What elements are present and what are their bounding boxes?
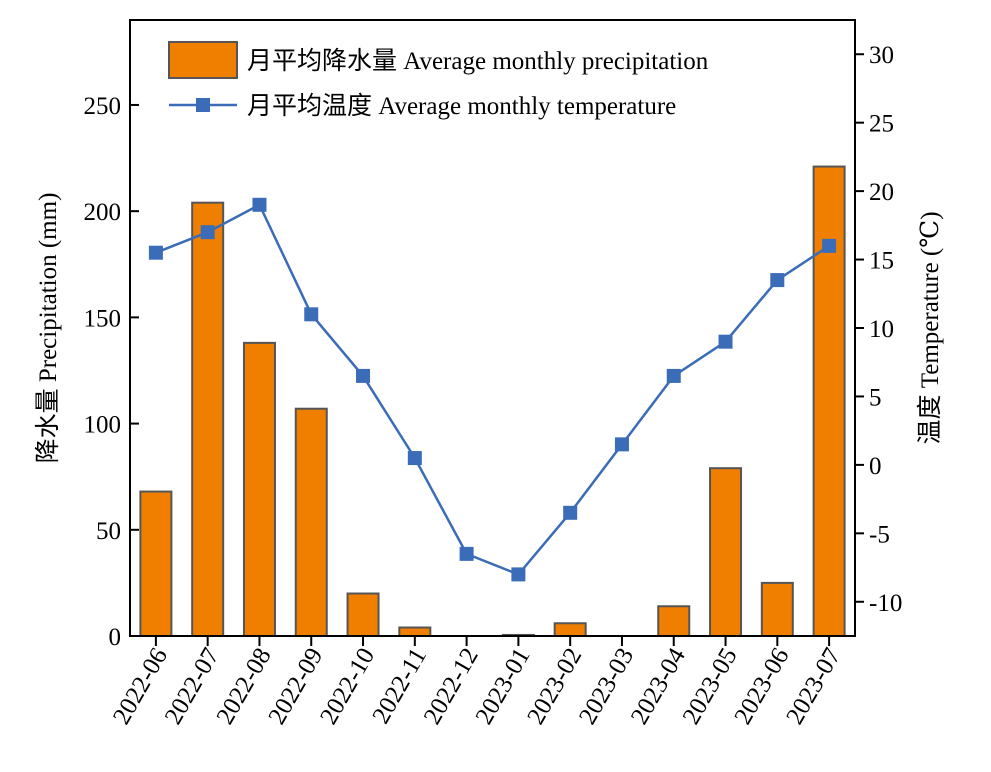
temperature-point <box>614 437 629 452</box>
temperature-point <box>822 238 837 253</box>
legend-temperature-label: 月平均温度 Average monthly temperature <box>247 92 676 120</box>
temperature-line-series <box>148 197 837 582</box>
left-tick-label: 0 <box>109 624 122 651</box>
right-tick-label: 15 <box>869 248 894 275</box>
right-tick-label: 0 <box>869 453 882 480</box>
temperature-point <box>304 307 319 322</box>
right-tick-label: 25 <box>869 111 894 138</box>
left-axis-ticks: 0 50 100 150 200 250 <box>84 93 139 651</box>
right-axis-ticks: -10 -5 0 5 10 15 20 25 30 <box>855 42 902 617</box>
temperature-point <box>459 546 474 561</box>
temperature-point <box>252 197 267 212</box>
temperature-point <box>511 567 526 582</box>
precipitation-bar <box>760 581 794 637</box>
right-tick-label: 10 <box>869 316 894 343</box>
temperature-point <box>200 225 215 240</box>
left-tick-label: 250 <box>84 93 122 120</box>
right-tick-label: -10 <box>869 590 902 617</box>
right-tick-label: -5 <box>869 521 890 548</box>
right-axis-label: 温度 Temperature (℃) <box>916 211 944 444</box>
precipitation-bar <box>657 605 691 638</box>
temperature-point <box>407 451 422 466</box>
precipitation-bar <box>398 626 432 637</box>
temperature-line <box>155 203 830 576</box>
temperature-point <box>666 368 681 383</box>
left-tick-label: 100 <box>84 412 122 439</box>
x-axis-ticks: 2022-062022-072022-082022-092022-102022-… <box>108 636 846 729</box>
precipitation-bar <box>709 467 743 638</box>
legend: 月平均降水量 Average monthly precipitation 月平均… <box>168 41 709 120</box>
precipitation-bar <box>242 341 276 637</box>
legend-precipitation-swatch <box>168 41 238 79</box>
left-tick-label: 150 <box>84 305 122 332</box>
left-tick-label: 50 <box>96 518 121 545</box>
temperature-point <box>148 245 163 260</box>
temperature-point <box>356 368 371 383</box>
right-tick-label: 5 <box>869 384 882 411</box>
left-axis-label: 降水量 Precipitation (mm) <box>34 193 62 464</box>
temperature-point <box>718 334 733 349</box>
legend-precipitation-label: 月平均降水量 Average monthly precipitation <box>247 47 709 75</box>
precipitation-bar <box>294 407 328 638</box>
precipitation-bar <box>191 201 225 637</box>
right-tick-label: 20 <box>869 179 894 206</box>
left-tick-label: 200 <box>84 199 122 226</box>
right-tick-label: 30 <box>869 42 894 69</box>
precipitation-bars <box>139 165 846 638</box>
precipitation-bar <box>139 490 173 637</box>
precipitation-bar <box>553 622 587 638</box>
legend-temperature-marker <box>196 98 210 112</box>
temperature-point <box>770 273 785 288</box>
temperature-point <box>563 505 578 520</box>
precipitation-bar <box>812 165 846 637</box>
precipitation-bar <box>346 592 380 637</box>
